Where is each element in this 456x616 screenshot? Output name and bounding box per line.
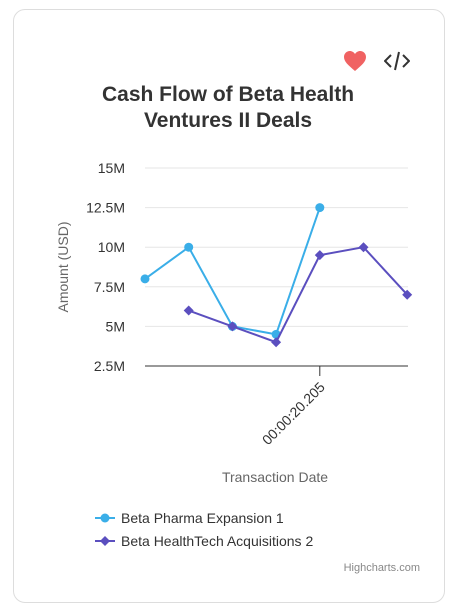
data-point[interactable] xyxy=(227,321,238,332)
y-tick-label: 10M xyxy=(98,239,125,255)
chart-title: Cash Flow of Beta Health Ventures II Dea… xyxy=(0,82,456,134)
y-tick-label: 7.5M xyxy=(94,279,125,295)
data-point[interactable] xyxy=(140,274,150,284)
y-axis-ticks: 2.5M 5M 7.5M 10M 12.5M 15M xyxy=(86,160,125,374)
y-axis-label: Amount (USD) xyxy=(55,221,71,312)
legend-label: Beta Pharma Expansion 1 xyxy=(121,510,284,526)
series-line-2 xyxy=(188,246,408,344)
credit-link[interactable]: Highcharts.com xyxy=(343,562,420,574)
heart-icon[interactable] xyxy=(343,50,367,72)
y-tick-label: 12.5M xyxy=(86,200,125,216)
y-tick-label: 15M xyxy=(98,160,125,176)
data-point[interactable] xyxy=(314,250,325,261)
legend-label: Beta HealthTech Acquisitions 2 xyxy=(121,533,314,549)
series-line-1 xyxy=(144,207,321,336)
x-axis: 00:00:20.205 xyxy=(145,365,408,448)
code-icon[interactable] xyxy=(384,50,410,72)
legend-marker-circle-icon xyxy=(95,513,115,523)
chart-title-line-2: Ventures II Deals xyxy=(143,109,313,132)
data-point[interactable] xyxy=(183,305,194,316)
y-tick-label: 2.5M xyxy=(94,358,125,374)
data-point[interactable] xyxy=(315,203,325,213)
chart-title-line-1: Cash Flow of Beta Health xyxy=(101,83,355,106)
y-tick-label: 5M xyxy=(106,318,125,334)
x-tick-label: 00:00:20.205 xyxy=(259,379,328,448)
series-group xyxy=(140,203,413,348)
data-point[interactable] xyxy=(402,289,413,300)
chart-card xyxy=(13,9,445,603)
legend-marker-diamond-icon xyxy=(95,536,115,546)
data-point[interactable] xyxy=(271,337,282,348)
grid-lines xyxy=(145,167,408,327)
data-point[interactable] xyxy=(184,242,194,252)
x-axis-label: Transaction Date xyxy=(222,469,328,485)
data-point[interactable] xyxy=(358,242,369,253)
